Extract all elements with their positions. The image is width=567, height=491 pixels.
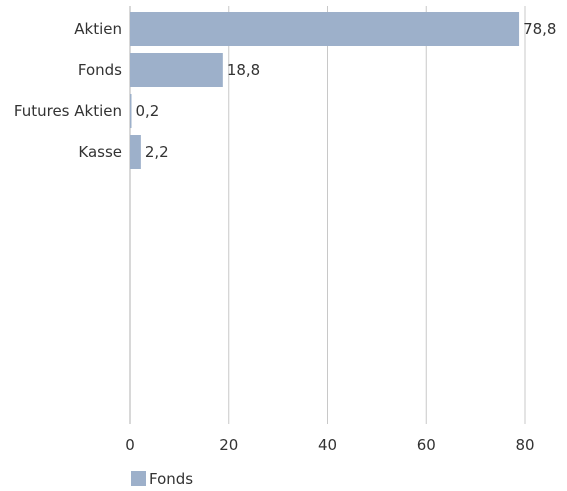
category-label-futures-aktien: Futures Aktien: [14, 102, 122, 120]
data-label-futures-aktien: 0,2: [136, 102, 160, 120]
x-tick-label-80: 80: [515, 436, 534, 454]
x-tick-label-60: 60: [417, 436, 436, 454]
category-label-aktien: Aktien: [74, 20, 122, 38]
bar-series: [130, 12, 520, 169]
gridlines: [129, 6, 526, 424]
category-labels: Aktien Fonds Futures Aktien Kasse: [14, 20, 122, 161]
category-label-fonds: Fonds: [78, 61, 122, 79]
bar-fonds: [130, 53, 223, 87]
legend-label-fonds: Fonds: [149, 470, 193, 488]
legend: Fonds: [131, 470, 193, 488]
legend-swatch-fonds: [131, 471, 146, 486]
bar-futures-aktien: [130, 94, 132, 128]
x-tick-label-40: 40: [318, 436, 337, 454]
x-tick-label-20: 20: [219, 436, 238, 454]
category-label-kasse: Kasse: [78, 143, 122, 161]
data-label-aktien: 78,8: [523, 20, 556, 38]
data-labels: 78,8 18,8 0,2 2,2: [136, 20, 557, 161]
x-axis-tick-labels: 0 20 40 60 80: [125, 436, 534, 454]
x-tick-label-0: 0: [125, 436, 135, 454]
data-label-kasse: 2,2: [145, 143, 169, 161]
bar-kasse: [130, 135, 141, 169]
bar-aktien: [130, 12, 520, 46]
data-label-fonds: 18,8: [227, 61, 260, 79]
